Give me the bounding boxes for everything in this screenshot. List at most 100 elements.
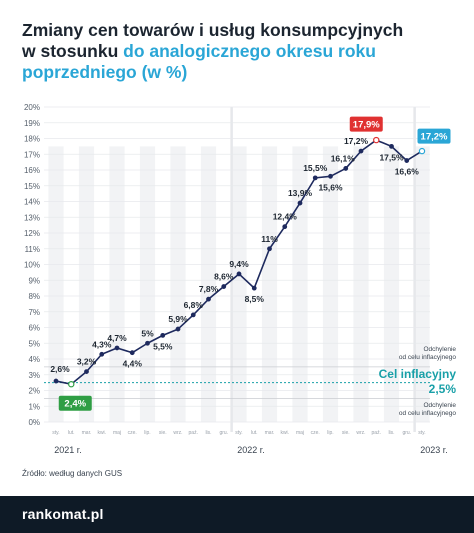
month-band <box>170 146 186 422</box>
data-label: 13,9% <box>288 188 313 198</box>
lower-deviation-label-2: od celu inflacyjnego <box>399 410 456 417</box>
data-label: 3,2% <box>77 357 97 367</box>
min-callout-label: 2,4% <box>64 399 86 410</box>
upper-deviation-label-1: Odchylenie <box>423 346 456 353</box>
title-line-1: Zmiany cen towarów i usług konsumpcyjnyc… <box>22 20 404 40</box>
data-label: 2,6% <box>50 364 70 374</box>
y-tick-label: 13% <box>24 213 40 222</box>
data-point <box>267 246 272 252</box>
month-band <box>200 146 217 422</box>
year-label: 2022 r. <box>237 445 265 455</box>
month-band <box>292 146 308 422</box>
data-point <box>343 166 349 171</box>
y-tick-label: 3% <box>28 371 40 380</box>
x-tick-label: lis. <box>205 430 211 436</box>
y-tick-label: 17% <box>24 150 40 159</box>
x-tick-label: cze. <box>128 430 137 436</box>
data-label: 5% <box>141 328 154 338</box>
data-label: 8,6% <box>214 272 234 282</box>
data-point <box>297 200 303 206</box>
y-tick-label: 9% <box>28 276 40 285</box>
data-label: 6,8% <box>184 300 204 310</box>
chart-title: Zmiany cen towarów i usług konsumpcyjnyc… <box>22 20 462 83</box>
data-point <box>328 173 333 179</box>
data-label: 12,4% <box>273 212 298 222</box>
data-point <box>312 175 318 181</box>
data-label: 9,4% <box>229 259 249 269</box>
x-tick-label: wrz. <box>356 430 365 436</box>
x-tick-label: lip. <box>144 430 150 436</box>
x-tick-label: sie. <box>159 430 167 436</box>
month-band <box>322 146 339 422</box>
y-tick-label: 18% <box>24 135 40 144</box>
y-tick-label: 16% <box>24 166 40 175</box>
x-tick-label: gru. <box>219 430 228 436</box>
data-point <box>160 332 166 338</box>
lower-deviation-label-1: Odchylenie <box>423 402 456 409</box>
month-band <box>109 146 125 422</box>
y-tick-label: 1% <box>28 402 40 411</box>
data-label: 5,9% <box>168 314 188 324</box>
data-point <box>236 271 242 277</box>
data-label: 4,3% <box>92 339 112 349</box>
x-tick-label: maj <box>296 430 304 436</box>
month-band <box>383 146 400 422</box>
target-value-label: 2,5% <box>429 382 457 396</box>
y-tick-label: 12% <box>24 229 40 238</box>
x-tick-label: sty. <box>52 430 59 436</box>
data-label: 4,4% <box>123 359 143 369</box>
data-label: 17,2% <box>344 136 369 146</box>
data-point <box>251 285 257 291</box>
y-tick-label: 14% <box>24 198 40 207</box>
y-tick-label: 8% <box>28 292 40 301</box>
x-tick-label: sty. <box>418 430 425 436</box>
month-band <box>231 146 247 422</box>
month-band <box>414 146 430 422</box>
max-callout-box <box>349 116 383 132</box>
x-tick-label: paź. <box>189 430 198 436</box>
data-point <box>53 378 59 384</box>
x-tick-label: lis. <box>388 430 394 436</box>
source-note: Źródło: według danych GUS <box>22 469 123 478</box>
min-callout-box <box>58 395 92 411</box>
x-tick-label: kwi. <box>97 430 106 436</box>
x-tick-label: sie. <box>342 430 350 436</box>
data-label: 16,1% <box>331 153 356 163</box>
data-point <box>145 340 150 346</box>
data-point <box>114 345 120 351</box>
data-point <box>99 351 105 357</box>
data-label: 16,6% <box>395 167 420 177</box>
y-tick-label: 5% <box>28 339 40 348</box>
data-point <box>221 284 227 289</box>
data-label: 4,7% <box>107 333 127 343</box>
x-tick-label: lip. <box>327 430 333 436</box>
rankomat-logo: rankomat.pl <box>22 506 104 522</box>
x-tick-label: mar. <box>82 430 92 436</box>
y-tick-label: 10% <box>24 261 40 270</box>
data-point <box>129 350 135 356</box>
data-label: 11% <box>261 234 278 244</box>
last-callout-box <box>417 128 451 144</box>
x-tick-label: mar. <box>265 430 275 436</box>
data-point <box>373 136 380 144</box>
year-separator <box>230 107 233 432</box>
x-tick-label: wrz. <box>173 430 182 436</box>
month-band <box>48 146 64 422</box>
month-band <box>261 146 278 422</box>
y-tick-label: 19% <box>24 119 40 128</box>
data-point <box>190 312 196 318</box>
data-point <box>84 369 89 375</box>
title-line-2-plain: w stosunku <box>22 41 124 61</box>
data-point <box>418 147 426 155</box>
data-point <box>175 326 181 332</box>
data-point <box>404 158 410 163</box>
upper-deviation-label-2: od celu inflacyjnego <box>399 354 456 361</box>
data-label: 15,5% <box>303 163 328 173</box>
x-tick-label: kwi. <box>280 430 289 436</box>
year-label: 2021 r. <box>54 445 82 455</box>
month-band <box>139 146 156 422</box>
inflation-line-chart: 0% 1% 2% 3% 4% 5% 6% 7% 8% 9% 10% 11% 12% 13% 14% 15% 16… <box>24 103 457 455</box>
data-point <box>389 143 394 149</box>
target-label: Cel inflacyjny <box>379 367 457 381</box>
data-label: 17,5% <box>379 152 404 162</box>
